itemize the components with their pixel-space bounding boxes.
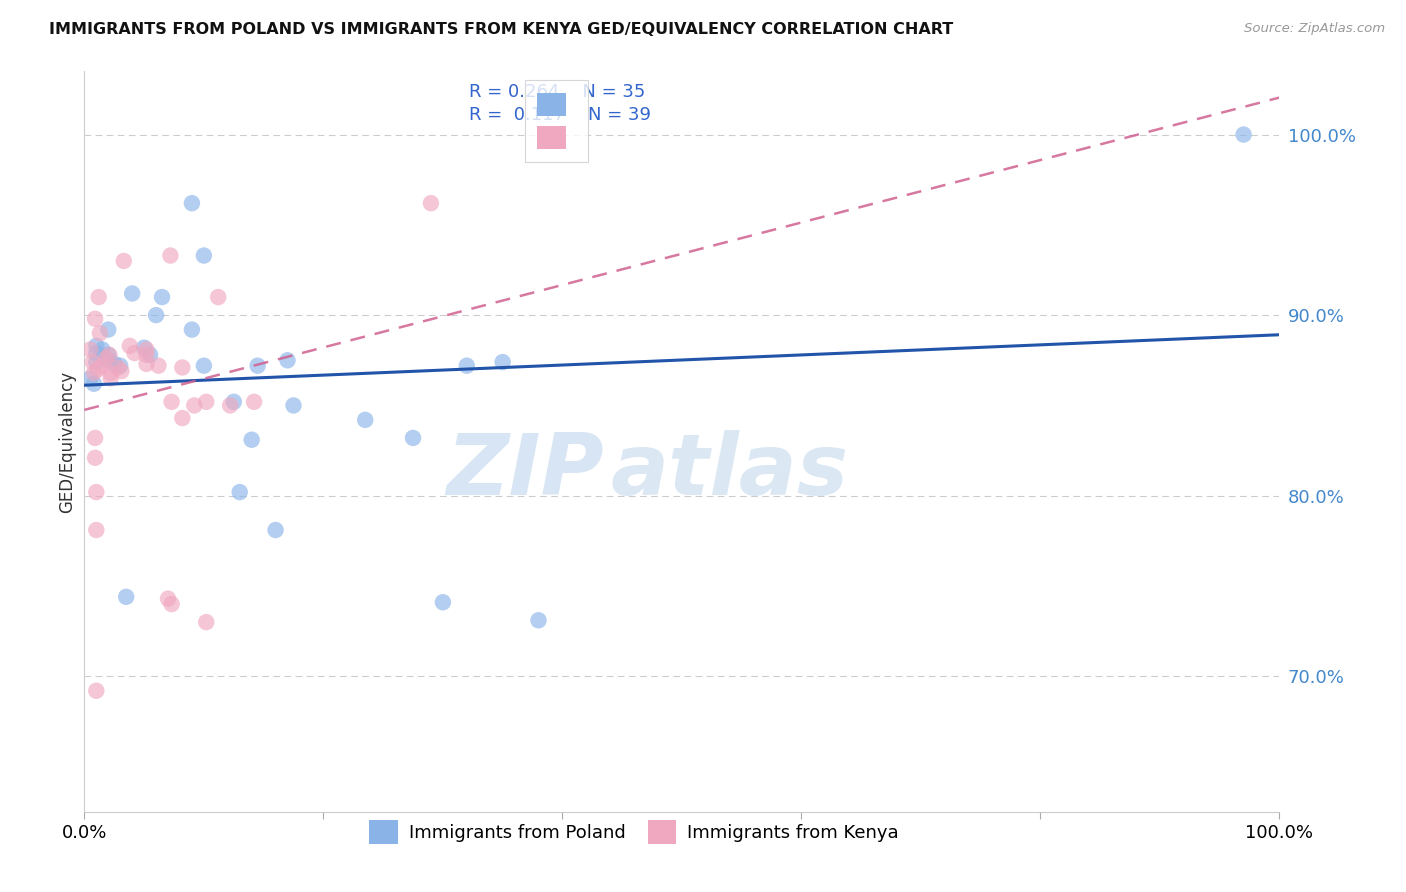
Point: [193, 359, 215, 373]
Point: [91, 343, 114, 357]
Point: [195, 615, 218, 629]
Point: [84, 450, 107, 465]
Point: [207, 290, 229, 304]
Text: R = 0.264    N = 35: R = 0.264 N = 35: [470, 84, 645, 102]
Point: [222, 394, 245, 409]
Point: [86, 339, 108, 353]
Point: [157, 591, 180, 606]
Point: [139, 348, 162, 362]
Point: [115, 590, 138, 604]
Point: [181, 322, 204, 336]
Point: [97, 348, 120, 362]
Y-axis label: GED/Equivalency: GED/Equivalency: [58, 370, 76, 513]
Text: Source: ZipAtlas.com: Source: ZipAtlas.com: [1244, 22, 1385, 36]
Point: [240, 433, 263, 447]
Point: [172, 360, 194, 375]
Point: [283, 399, 305, 413]
Point: [219, 399, 242, 413]
Point: [148, 359, 170, 373]
Point: [402, 431, 425, 445]
Point: [243, 394, 266, 409]
Text: ZIP: ZIP: [447, 430, 605, 513]
Point: [492, 355, 515, 369]
Point: [110, 364, 132, 378]
Point: [103, 357, 125, 371]
Text: atlas: atlas: [610, 430, 848, 513]
Point: [87, 290, 110, 304]
Point: [135, 343, 157, 357]
Point: [118, 339, 141, 353]
Point: [100, 371, 122, 385]
Point: [150, 290, 173, 304]
Point: [98, 348, 121, 362]
Point: [354, 413, 377, 427]
Point: [107, 360, 129, 375]
Point: [83, 376, 105, 391]
Point: [456, 359, 478, 373]
Point: [432, 595, 454, 609]
Point: [159, 248, 181, 262]
Point: [89, 326, 111, 341]
Point: [160, 394, 183, 409]
Point: [229, 485, 252, 500]
Point: [86, 362, 108, 376]
Point: [97, 353, 120, 368]
Point: [277, 353, 299, 368]
Point: [100, 366, 122, 380]
Point: [91, 359, 114, 373]
Point: [527, 613, 550, 627]
Point: [86, 523, 108, 537]
Point: [121, 286, 143, 301]
Point: [195, 394, 218, 409]
Text: R =  0.117    N = 39: R = 0.117 N = 39: [470, 105, 651, 124]
Point: [145, 308, 167, 322]
Point: [160, 597, 183, 611]
Point: [420, 196, 443, 211]
Point: [246, 359, 269, 373]
Point: [86, 485, 108, 500]
Point: [97, 322, 120, 336]
Point: [132, 341, 156, 355]
Text: IMMIGRANTS FROM POLAND VS IMMIGRANTS FROM KENYA GED/EQUIVALENCY CORRELATION CHAR: IMMIGRANTS FROM POLAND VS IMMIGRANTS FRO…: [49, 22, 953, 37]
Point: [183, 399, 205, 413]
Point: [135, 357, 157, 371]
Point: [86, 683, 108, 698]
Point: [86, 355, 108, 369]
Point: [84, 311, 107, 326]
Point: [1233, 128, 1256, 142]
Point: [86, 346, 108, 360]
Point: [79, 343, 101, 357]
Point: [94, 351, 117, 366]
Point: [82, 355, 104, 369]
Point: [193, 248, 215, 262]
Point: [83, 366, 105, 380]
Legend: Immigrants from Poland, Immigrants from Kenya: Immigrants from Poland, Immigrants from …: [363, 814, 905, 851]
Point: [181, 196, 204, 211]
Point: [84, 431, 107, 445]
Point: [79, 371, 101, 385]
Point: [264, 523, 287, 537]
Point: [172, 411, 194, 425]
Point: [135, 348, 157, 362]
Point: [124, 346, 146, 360]
Point: [110, 359, 132, 373]
Point: [112, 254, 135, 268]
